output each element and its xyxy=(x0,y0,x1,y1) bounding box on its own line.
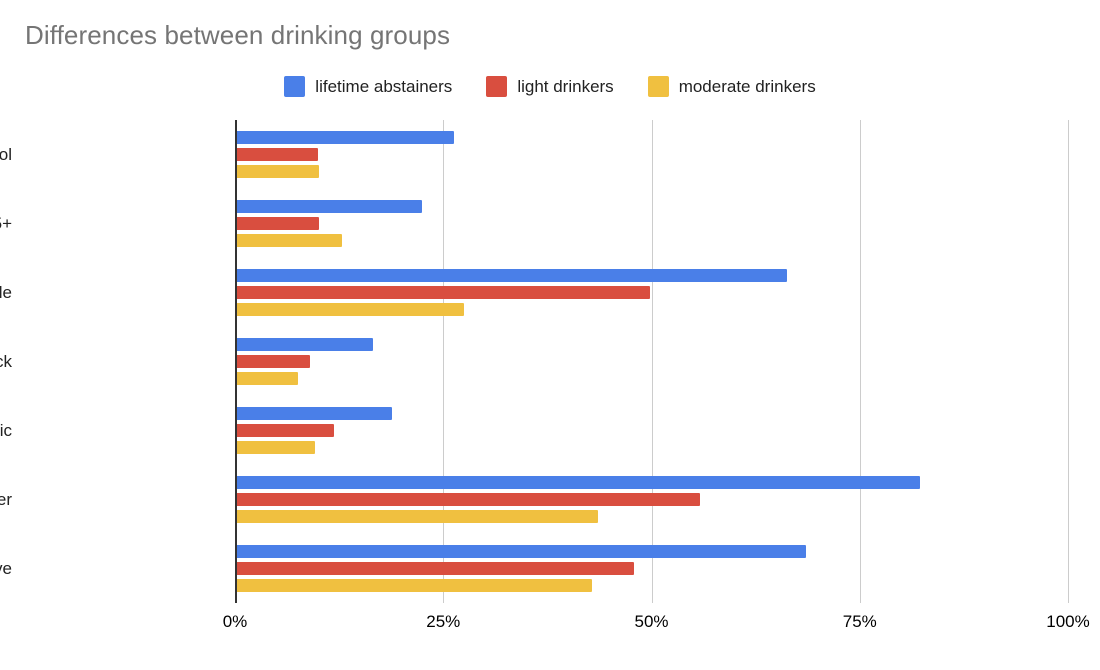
y-axis-category-label: Less than high school xyxy=(0,144,12,164)
y-axis-category-label: Physically inactive xyxy=(0,558,12,578)
x-tick-label: 0% xyxy=(222,612,248,631)
legend-swatch-icon xyxy=(284,76,306,97)
legend-item-1[interactable]: light drinkers xyxy=(486,76,614,97)
bar[interactable] xyxy=(235,200,422,213)
gridline-25% xyxy=(443,120,445,603)
bar[interactable] xyxy=(235,338,374,351)
bar[interactable] xyxy=(235,165,320,178)
bar[interactable] xyxy=(235,441,315,454)
bar[interactable] xyxy=(235,234,343,247)
bar[interactable] xyxy=(235,269,788,282)
legend-label: moderate drinkers xyxy=(678,76,816,96)
bar[interactable] xyxy=(235,579,592,592)
legend-item-0[interactable]: lifetime abstainers xyxy=(284,76,452,97)
gridline-75% xyxy=(859,120,861,603)
x-tick-label: 50% xyxy=(634,612,669,631)
legend-label: light drinkers xyxy=(517,76,614,96)
bar[interactable] xyxy=(235,476,920,489)
x-tick-label: 75% xyxy=(842,612,877,631)
bar[interactable] xyxy=(235,372,299,385)
bar[interactable] xyxy=(235,286,650,299)
y-axis-line xyxy=(235,120,237,603)
bar[interactable] xyxy=(235,217,320,230)
plot-area xyxy=(235,120,1069,603)
bar[interactable] xyxy=(235,510,599,523)
legend-label: lifetime abstainers xyxy=(315,76,453,96)
gridline-100% xyxy=(1068,120,1069,603)
bar[interactable] xyxy=(235,545,806,558)
x-tick-label: 25% xyxy=(426,612,461,631)
y-axis-category-label: Female xyxy=(0,282,12,302)
x-axis-tick-labels: 0% 25% 50% 75% 100% xyxy=(0,612,1100,642)
bar[interactable] xyxy=(235,303,465,316)
bar[interactable] xyxy=(235,562,634,575)
chart-legend: lifetime abstainers light drinkers moderat… xyxy=(0,76,1100,97)
bar[interactable] xyxy=(235,493,700,506)
y-axis-category-label: Hispanic xyxy=(0,420,12,440)
bar[interactable] xyxy=(235,148,319,161)
bar[interactable] xyxy=(235,407,393,420)
legend-swatch-icon xyxy=(647,76,669,97)
y-axis-category-label: Black xyxy=(0,351,12,371)
y-axis-category-label: Age 65+ xyxy=(0,213,12,233)
y-axis-category-label: Nonsmoker xyxy=(0,489,12,509)
bar[interactable] xyxy=(235,424,335,437)
gridline-50% xyxy=(651,120,653,603)
legend-swatch-icon xyxy=(486,76,508,97)
bar[interactable] xyxy=(235,355,310,368)
bar[interactable] xyxy=(235,131,455,144)
legend-item-2[interactable]: moderate drinkers xyxy=(647,76,816,97)
x-tick-label: 100% xyxy=(1046,612,1090,631)
chart-title: Differences between drinking groups xyxy=(25,20,451,50)
